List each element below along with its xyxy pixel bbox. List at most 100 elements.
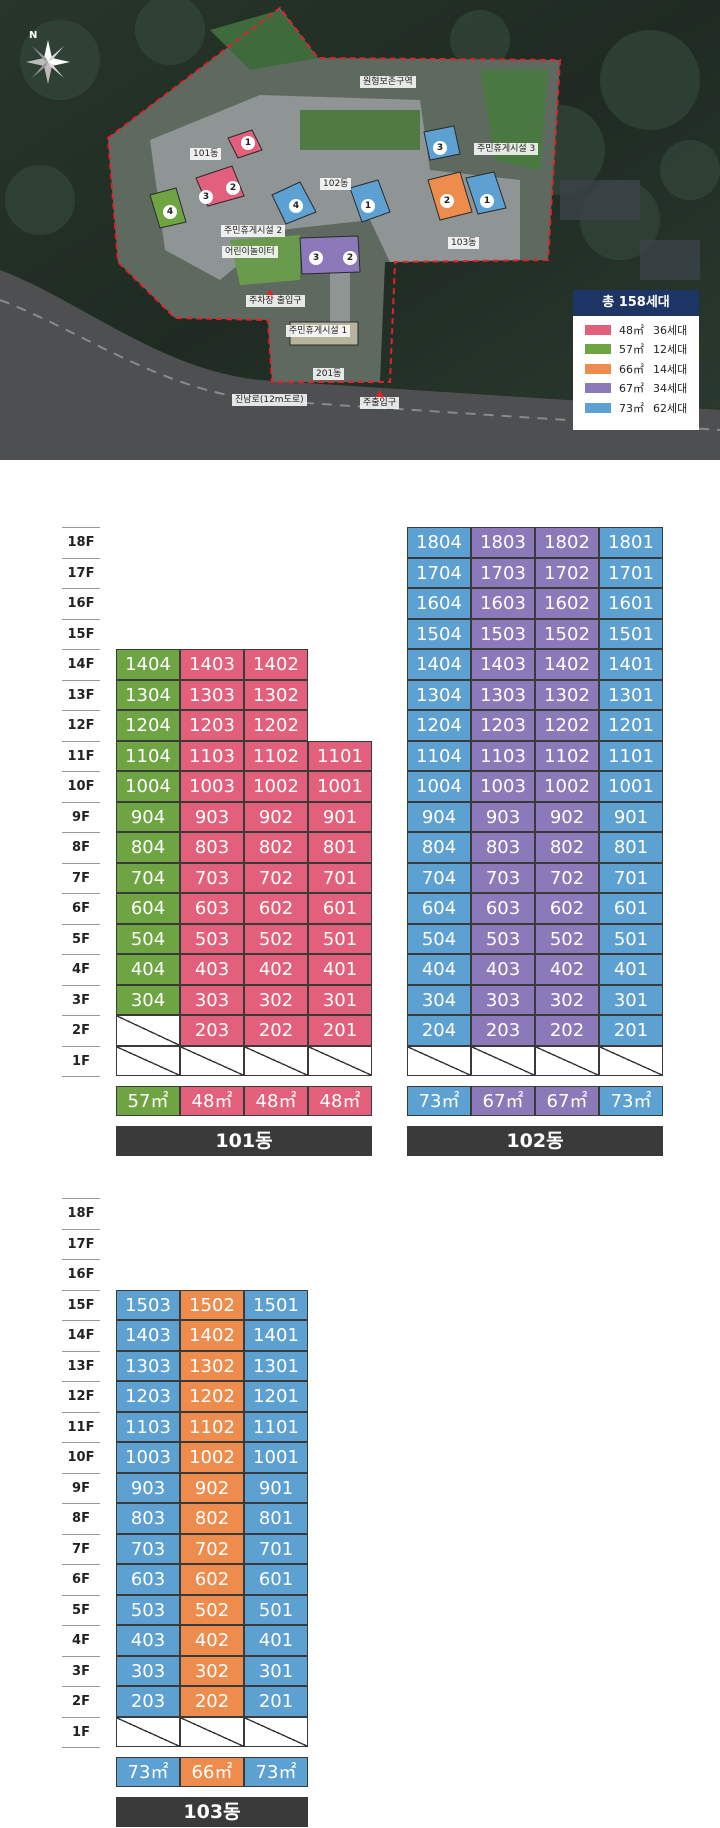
unit-cell: 301 — [244, 1655, 308, 1686]
unit-cell-empty — [535, 1045, 599, 1076]
floor-label: 7F — [62, 1533, 100, 1565]
unit-cell: 903 — [116, 1472, 180, 1503]
unit-cell: 403 — [180, 954, 244, 985]
unit-cell: 701 — [599, 862, 663, 893]
unit-cell: 903 — [180, 801, 244, 832]
unit-cell: 503 — [180, 923, 244, 954]
unit-cell-empty — [116, 1716, 180, 1747]
unit-cell: 1102 — [244, 740, 308, 771]
unit-cell: 801 — [308, 832, 372, 863]
unit-cell: 1001 — [308, 771, 372, 802]
unit-cell: 1104 — [116, 740, 180, 771]
unit-cell: 601 — [599, 893, 663, 924]
unit-cell: 1702 — [535, 557, 599, 588]
unit-cell: 1101 — [308, 740, 372, 771]
floor-label: 1F — [62, 1045, 100, 1077]
legend-row: 57㎡ 12세대 — [573, 340, 699, 360]
unit-cell: 1802 — [535, 527, 599, 558]
unit-cell-empty — [116, 1015, 180, 1046]
unit-cell: 1303 — [116, 1350, 180, 1381]
legend-swatch — [585, 344, 611, 355]
unit-cell: 202 — [535, 1015, 599, 1046]
unit-cell: 1302 — [180, 1350, 244, 1381]
unit-cell: 603 — [180, 893, 244, 924]
unit-cell: 604 — [116, 893, 180, 924]
unit-cell: 503 — [116, 1594, 180, 1625]
floor-label: 8F — [62, 1503, 100, 1534]
unit-cell: 302 — [535, 984, 599, 1015]
unit-cell: 1404 — [116, 649, 180, 680]
floor-label: 17F — [62, 557, 100, 589]
map-line-number: 4 — [163, 205, 177, 219]
unit-cell-empty — [244, 1045, 308, 1076]
floor-label: 2F — [62, 1686, 100, 1717]
unit-cell: 502 — [535, 923, 599, 954]
floor-label: 18F — [62, 1198, 100, 1229]
unit-cell: 603 — [116, 1564, 180, 1595]
unit-cell: 1602 — [535, 588, 599, 619]
legend-row: 66㎡ 14세대 — [573, 359, 699, 379]
building-name-label: 102동 — [407, 1126, 663, 1156]
floor-label: 16F — [62, 1259, 100, 1290]
map-label-rest3: 주민휴게시설 3 — [474, 143, 539, 155]
unit-cell: 803 — [471, 832, 535, 863]
unit-cell: 602 — [180, 1564, 244, 1595]
unit-cell: 804 — [116, 832, 180, 863]
unit-cell: 1203 — [180, 710, 244, 741]
legend-count: 36세대 — [653, 323, 688, 337]
floor-label: 4F — [62, 954, 100, 985]
unit-cell: 803 — [116, 1503, 180, 1534]
floor-label: 3F — [62, 984, 100, 1016]
legend-count: 62세대 — [653, 401, 688, 415]
map-line-number: 2 — [226, 181, 240, 195]
unit-type-cell: 73㎡ — [244, 1757, 308, 1787]
floor-label: 12F — [62, 1381, 100, 1412]
unit-cell: 1204 — [407, 710, 471, 741]
unit-cell: 303 — [471, 984, 535, 1015]
unit-type-cell: 67㎡ — [471, 1086, 535, 1116]
unit-type-cell: 48㎡ — [308, 1086, 372, 1116]
legend-title: 총 158세대 — [573, 290, 699, 316]
floor-label-column: 18F 17F 16F 15F 14F 13F 12F 11F 10F 9F 8F 7F 6F 5F 4F 3… — [62, 527, 100, 1077]
map-line-number: 3 — [199, 190, 213, 204]
unit-cell: 703 — [180, 862, 244, 893]
map-label-201: 201동 — [313, 368, 345, 380]
unit-cell: 1301 — [244, 1350, 308, 1381]
unit-cell: 904 — [407, 801, 471, 832]
unit-cell: 1403 — [180, 649, 244, 680]
floor-label: 10F — [62, 771, 100, 802]
unit-cell: 201 — [599, 1015, 663, 1046]
floor-label: 15F — [62, 1289, 100, 1321]
unit-cell: 1401 — [244, 1320, 308, 1351]
legend-area: 73㎡ — [619, 401, 644, 415]
unit-cell: 803 — [180, 832, 244, 863]
map-line-number: 1 — [361, 199, 375, 213]
unit-cell: 203 — [180, 1015, 244, 1046]
unit-cell: 801 — [244, 1503, 308, 1534]
unit-cell: 1604 — [407, 588, 471, 619]
unit-cell: 701 — [308, 862, 372, 893]
unit-cell-empty — [308, 1045, 372, 1076]
unit-cell-empty — [407, 1045, 471, 1076]
unit-cell: 501 — [599, 923, 663, 954]
unit-cell: 1302 — [535, 679, 599, 710]
map-line-number: 1 — [241, 136, 255, 150]
unit-cell: 1402 — [180, 1320, 244, 1351]
unit-cell: 1403 — [471, 649, 535, 680]
unit-type-cell: 73㎡ — [116, 1757, 180, 1787]
floor-label-column: 18F 17F 16F 15F 14F 13F 12F 11F 10F 9F 8F 7F 6F 5F 4F 3… — [62, 1198, 100, 1748]
unit-cell: 901 — [599, 801, 663, 832]
floor-label: 11F — [62, 740, 100, 772]
floor-label: 4F — [62, 1625, 100, 1656]
map-line-number: 1 — [480, 194, 494, 208]
unit-cell-empty — [116, 1045, 180, 1076]
unit-cell: 1103 — [180, 740, 244, 771]
floor-label: 5F — [62, 1594, 100, 1626]
unit-cell: 1502 — [535, 618, 599, 649]
unit-cell: 603 — [471, 893, 535, 924]
unit-cell: 904 — [116, 801, 180, 832]
unit-cell: 1301 — [599, 679, 663, 710]
unit-cell: 1804 — [407, 527, 471, 558]
unit-type-cell: 57㎡ — [116, 1086, 180, 1116]
unit-cell: 902 — [535, 801, 599, 832]
